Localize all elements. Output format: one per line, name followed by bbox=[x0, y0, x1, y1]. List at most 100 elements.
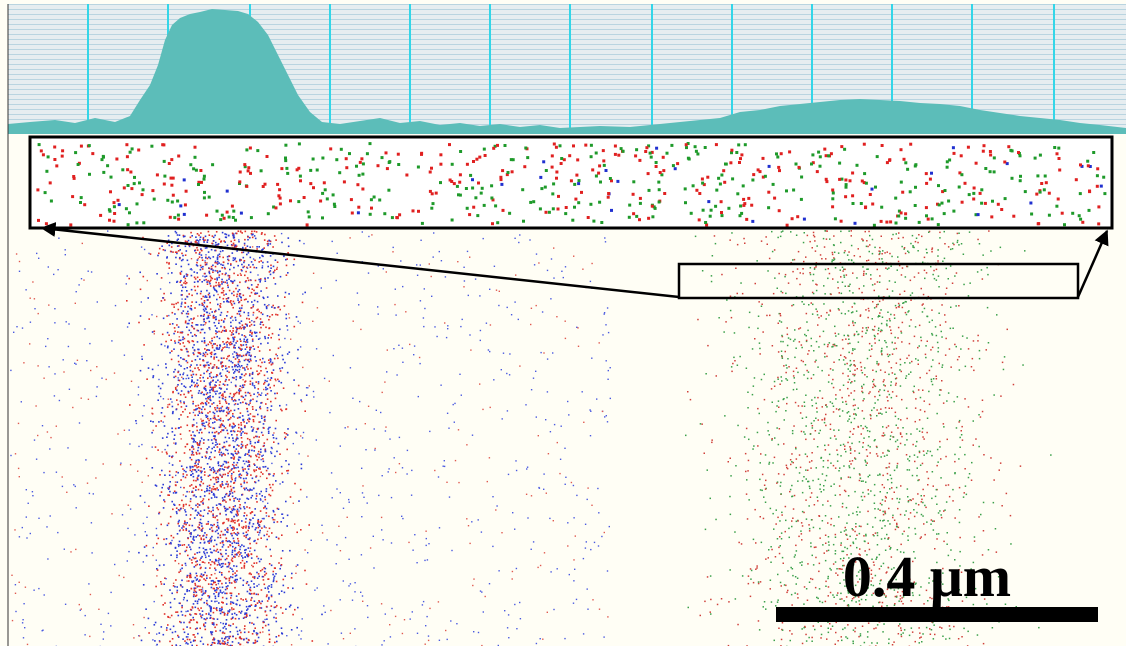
atom bbox=[176, 557, 178, 559]
atom bbox=[423, 317, 424, 318]
atom bbox=[249, 373, 251, 375]
atom bbox=[199, 559, 201, 561]
atom bbox=[794, 357, 796, 359]
atom bbox=[202, 377, 204, 379]
atom bbox=[284, 575, 286, 577]
atom bbox=[222, 347, 224, 349]
atom bbox=[130, 508, 131, 509]
atom bbox=[194, 517, 196, 519]
atom bbox=[219, 564, 221, 566]
atom bbox=[246, 254, 248, 256]
atom bbox=[144, 249, 145, 250]
atom bbox=[197, 385, 199, 387]
atom bbox=[184, 409, 186, 411]
atom bbox=[204, 626, 206, 628]
atom bbox=[244, 617, 246, 619]
atom bbox=[245, 521, 247, 523]
atom bbox=[325, 612, 326, 613]
atom bbox=[244, 367, 246, 369]
atom bbox=[835, 467, 837, 469]
atom bbox=[205, 555, 206, 556]
atom bbox=[185, 524, 187, 526]
atom bbox=[250, 400, 252, 402]
atom bbox=[210, 611, 212, 613]
atom bbox=[219, 347, 221, 349]
atom bbox=[211, 311, 213, 313]
atom bbox=[583, 558, 584, 559]
atom bbox=[253, 321, 254, 322]
atom bbox=[210, 372, 212, 374]
atom bbox=[215, 285, 217, 287]
atom bbox=[160, 581, 162, 583]
atom bbox=[219, 238, 221, 240]
atom bbox=[373, 536, 374, 537]
atom bbox=[189, 639, 191, 641]
atom bbox=[240, 344, 242, 346]
atom bbox=[512, 571, 513, 572]
atom bbox=[175, 452, 177, 454]
atom bbox=[241, 365, 243, 367]
atom bbox=[15, 593, 16, 594]
atom bbox=[264, 421, 265, 422]
atom bbox=[232, 557, 234, 559]
atom bbox=[208, 458, 210, 460]
atom bbox=[180, 569, 181, 570]
atom bbox=[210, 524, 212, 526]
atom bbox=[842, 339, 844, 341]
atom bbox=[255, 640, 257, 642]
atom bbox=[142, 415, 143, 416]
atom bbox=[185, 504, 187, 506]
atom bbox=[347, 517, 348, 518]
atom bbox=[281, 590, 283, 592]
atom bbox=[263, 622, 265, 624]
atom bbox=[174, 434, 176, 436]
atom bbox=[806, 588, 808, 590]
atom bbox=[152, 331, 154, 333]
atom bbox=[920, 538, 922, 540]
atom bbox=[849, 536, 851, 538]
atom bbox=[255, 238, 257, 240]
atom bbox=[81, 278, 82, 279]
atom bbox=[289, 317, 290, 318]
atom bbox=[131, 381, 132, 382]
atom bbox=[197, 633, 199, 635]
atom bbox=[228, 372, 230, 374]
atom bbox=[238, 618, 240, 620]
atom bbox=[207, 299, 209, 301]
atom bbox=[265, 403, 267, 405]
atom bbox=[231, 535, 233, 537]
atom bbox=[240, 348, 242, 350]
atom bbox=[973, 370, 975, 372]
atom bbox=[185, 565, 186, 566]
atom bbox=[176, 390, 178, 392]
atom bbox=[234, 548, 236, 550]
atom bbox=[916, 475, 918, 477]
atom bbox=[111, 340, 112, 341]
atom bbox=[301, 401, 302, 402]
atom bbox=[180, 340, 182, 342]
atom bbox=[126, 283, 127, 284]
atom bbox=[182, 336, 184, 338]
atom bbox=[610, 398, 611, 399]
atom bbox=[161, 595, 163, 597]
atom bbox=[552, 352, 553, 353]
atom bbox=[256, 466, 258, 468]
atom bbox=[151, 413, 152, 414]
atom bbox=[486, 323, 487, 324]
atom bbox=[841, 293, 843, 295]
atom bbox=[183, 476, 185, 478]
atom bbox=[224, 282, 226, 284]
atom bbox=[178, 393, 180, 395]
atom bbox=[180, 487, 181, 488]
atom bbox=[226, 280, 228, 282]
atom bbox=[276, 451, 278, 453]
atom bbox=[383, 268, 384, 269]
atom bbox=[184, 593, 186, 595]
atom bbox=[164, 345, 165, 346]
atom bbox=[186, 491, 188, 493]
atom bbox=[490, 407, 491, 408]
atom bbox=[191, 397, 193, 399]
atom bbox=[454, 403, 455, 404]
atom bbox=[242, 560, 244, 562]
atom bbox=[256, 231, 258, 233]
